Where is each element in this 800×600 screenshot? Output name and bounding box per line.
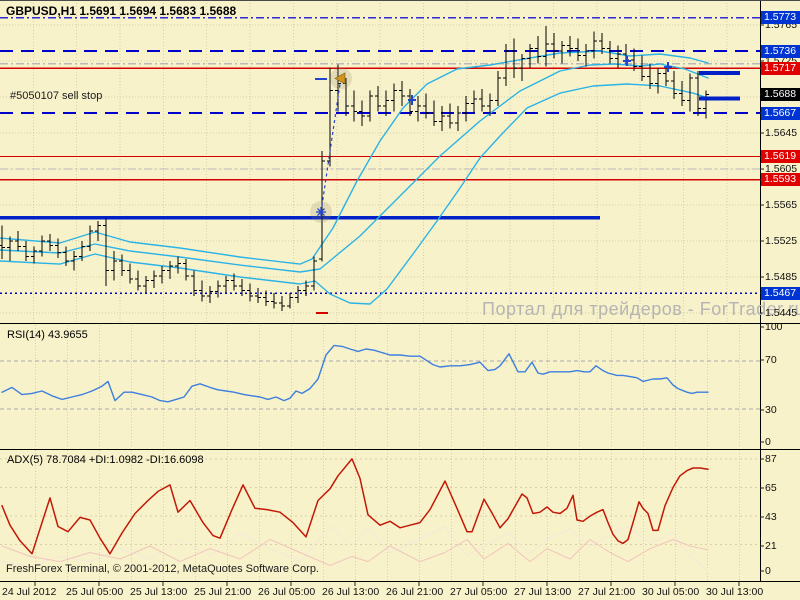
rsi-scale-label: 100 [765,320,783,333]
time-label: 27 Jul 21:00 [578,586,636,598]
band-line-2 [0,83,709,305]
time-label: 26 Jul 05:00 [258,586,316,598]
price-scale-label: 1.5645 [765,126,798,139]
time-label: 30 Jul 05:00 [642,586,700,598]
price-badge-1.5467: 1.5467 [761,286,800,300]
price-scale-label: 1.5525 [765,234,798,247]
adx-scale-label: 87 [765,452,777,465]
chart-symbol-title: GBPUSD,H1 1.5691 1.5694 1.5683 1.5688 [6,4,237,18]
price-badge-1.5619: 1.5619 [761,149,800,163]
adx-scale-label: 0 [765,564,771,577]
band-line-1 [0,63,709,273]
pending-order-label: #5050107 sell stop [10,90,103,102]
price-badge-1.5688: 1.5688 [761,87,800,101]
price-badge-1.5736: 1.5736 [761,44,800,58]
band-line-0 [0,50,709,265]
price-badge-1.5593: 1.5593 [761,173,800,187]
terminal-copyright: FreshForex Terminal, © 2001-2012, MetaQu… [6,563,319,575]
watermark-text: Портал для трейдеров - ForTrader.ru [482,299,800,319]
time-label: 27 Jul 05:00 [450,586,508,598]
rsi-indicator-label: RSI(14) 43.9655 [7,329,88,341]
price-scale-label: 1.5485 [765,270,798,283]
time-label: 26 Jul 21:00 [386,586,444,598]
time-label: 27 Jul 13:00 [514,586,572,598]
adx-line [1,458,709,555]
adx-scale-label: 21 [765,539,777,552]
time-label: 24 Jul 2012 [2,586,57,598]
rsi-scale-label: 0 [765,435,771,448]
minus-di-line [1,539,709,566]
rsi-scale-label: 70 [765,353,777,366]
time-label: 25 Jul 21:00 [194,586,252,598]
adx-scale-label: 65 [765,481,777,494]
rsi-scale-label: 30 [765,403,777,416]
sell-stop-arrow-icon [334,72,346,85]
price-badge-1.5667: 1.5667 [761,106,800,120]
price-badge-1.5717: 1.5717 [761,61,800,75]
adx-indicator-label: ADX(5) 78.7084 +DI:1.0982 -DI:16.6098 [7,454,204,466]
time-label: 25 Jul 05:00 [66,586,124,598]
price-scale-label: 1.5605 [765,162,798,175]
price-scale-label: 1.5565 [765,198,798,211]
price-scale-label: 1.5445 [765,306,798,319]
price-badge-1.5773: 1.5773 [761,11,800,25]
entry-star-icon [317,208,325,217]
time-label: 26 Jul 13:00 [322,586,380,598]
time-label: 30 Jul 13:00 [706,586,764,598]
adx-scale-label: 43 [765,510,777,523]
time-label: 25 Jul 13:00 [130,586,188,598]
rsi-line [1,344,709,403]
